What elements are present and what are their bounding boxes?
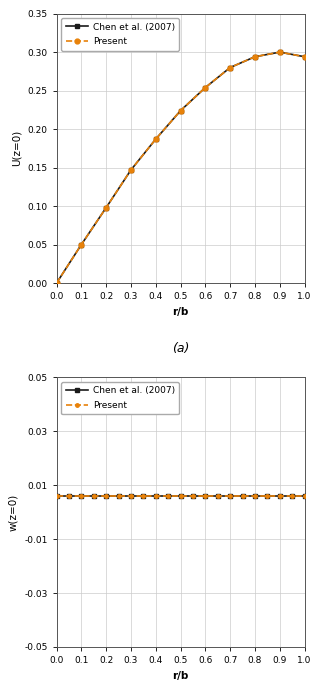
Chen et al. (2007)	[129, 166, 133, 174]
Present	[154, 135, 158, 143]
Present	[179, 492, 182, 500]
Chen et al. (2007)	[303, 492, 306, 500]
Chen et al. (2007)	[216, 492, 220, 500]
Chen et al. (2007)	[92, 492, 95, 500]
Chen et al. (2007)	[55, 492, 58, 500]
Present	[191, 492, 195, 500]
Present	[179, 106, 182, 114]
Chen et al. (2007)	[253, 52, 257, 61]
Chen et al. (2007)	[142, 492, 145, 500]
Present	[278, 492, 282, 500]
Chen et al. (2007)	[228, 492, 232, 500]
Chen et al. (2007)	[179, 106, 182, 114]
Chen et al. (2007)	[241, 492, 245, 500]
Chen et al. (2007)	[67, 492, 71, 500]
Chen et al. (2007)	[278, 492, 282, 500]
Line: Present: Present	[55, 494, 306, 498]
Chen et al. (2007)	[278, 48, 282, 57]
Chen et al. (2007)	[203, 492, 207, 500]
Y-axis label: U(z=0): U(z=0)	[12, 130, 22, 166]
Chen et al. (2007)	[79, 240, 83, 249]
Present	[303, 52, 306, 61]
Chen et al. (2007)	[303, 52, 306, 61]
Legend: Chen et al. (2007), Present: Chen et al. (2007), Present	[61, 382, 179, 415]
Present	[166, 492, 170, 500]
Chen et al. (2007)	[55, 279, 58, 287]
Present	[253, 492, 257, 500]
Chen et al. (2007)	[203, 84, 207, 92]
Present	[266, 492, 269, 500]
Chen et al. (2007)	[191, 492, 195, 500]
Present	[241, 492, 245, 500]
Legend: Chen et al. (2007), Present: Chen et al. (2007), Present	[61, 18, 179, 50]
X-axis label: r/b: r/b	[172, 671, 189, 680]
Present	[79, 240, 83, 249]
Chen et al. (2007)	[104, 492, 108, 500]
Present	[55, 492, 58, 500]
Line: Chen et al. (2007): Chen et al. (2007)	[54, 50, 307, 285]
Line: Present: Present	[54, 50, 307, 285]
Present	[203, 492, 207, 500]
Present	[303, 492, 306, 500]
Chen et al. (2007)	[154, 135, 158, 143]
Chen et al. (2007)	[228, 63, 232, 72]
Text: (a): (a)	[172, 343, 189, 355]
Present	[290, 492, 294, 500]
Line: Chen et al. (2007): Chen et al. (2007)	[55, 494, 306, 498]
Chen et al. (2007)	[104, 204, 108, 212]
Chen et al. (2007)	[117, 492, 121, 500]
Present	[104, 492, 108, 500]
Present	[203, 84, 207, 92]
Present	[154, 492, 158, 500]
Present	[228, 492, 232, 500]
Chen et al. (2007)	[266, 492, 269, 500]
Chen et al. (2007)	[166, 492, 170, 500]
Present	[129, 166, 133, 174]
Present	[253, 52, 257, 61]
Present	[55, 279, 58, 287]
Present	[142, 492, 145, 500]
Chen et al. (2007)	[253, 492, 257, 500]
Present	[216, 492, 220, 500]
Y-axis label: w(z=0): w(z=0)	[8, 494, 19, 530]
Present	[79, 492, 83, 500]
Chen et al. (2007)	[154, 492, 158, 500]
Present	[104, 204, 108, 212]
Present	[129, 492, 133, 500]
Chen et al. (2007)	[79, 492, 83, 500]
Present	[92, 492, 95, 500]
X-axis label: r/b: r/b	[172, 306, 189, 317]
Chen et al. (2007)	[290, 492, 294, 500]
Chen et al. (2007)	[129, 492, 133, 500]
Chen et al. (2007)	[179, 492, 182, 500]
Present	[278, 48, 282, 57]
Present	[67, 492, 71, 500]
Present	[117, 492, 121, 500]
Present	[228, 63, 232, 72]
